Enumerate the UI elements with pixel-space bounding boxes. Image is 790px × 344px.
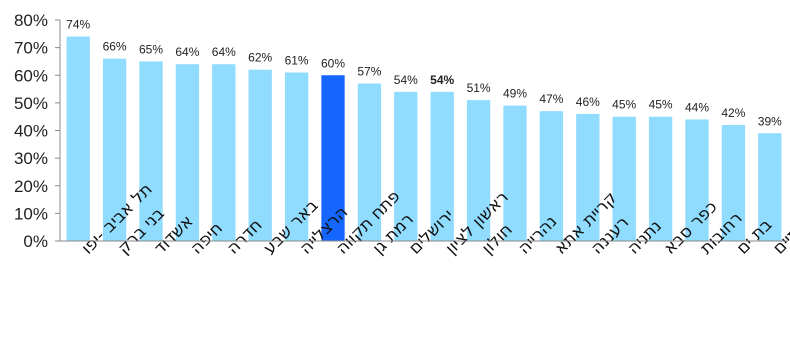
data-label: 60%: [321, 56, 345, 70]
bar: [321, 75, 345, 241]
bar: [648, 116, 673, 241]
y-tick-label: 50%: [14, 94, 48, 113]
bar: [212, 64, 236, 241]
data-label: 64%: [212, 45, 236, 59]
bar: [758, 133, 782, 241]
bar: [175, 64, 200, 241]
y-tick-label: 70%: [14, 39, 48, 58]
bar: [612, 116, 636, 241]
bar: [466, 100, 491, 241]
bar: [503, 105, 527, 241]
bar: [66, 36, 90, 242]
data-label: 42%: [721, 106, 745, 120]
bar: [357, 83, 382, 241]
data-label: 74%: [66, 18, 90, 32]
data-label: 61%: [285, 53, 309, 67]
y-tick-label: 80%: [14, 11, 48, 30]
bar: [685, 119, 709, 241]
y-tick-label: 10%: [14, 204, 48, 223]
data-label: 45%: [649, 98, 673, 112]
data-label: 51%: [467, 81, 491, 95]
bar: [284, 72, 309, 241]
data-labels-group: 74% 66% 65% 64% 64% 62% 61% 60% 57% 54% 54% 51% 49% 4…: [66, 18, 782, 129]
data-label: 62%: [248, 51, 272, 65]
y-tick-label: 30%: [14, 149, 48, 168]
data-label: 49%: [503, 87, 527, 101]
bar: [430, 91, 454, 241]
bar: [248, 69, 272, 241]
bars-group: [66, 36, 782, 242]
y-tick-label: 0%: [23, 232, 48, 251]
data-label: 47%: [539, 92, 563, 106]
bar: [139, 61, 163, 241]
data-label: 54%: [430, 73, 454, 87]
data-label: 46%: [576, 95, 600, 109]
data-label: 39%: [758, 114, 782, 128]
y-tick-label: 40%: [14, 122, 48, 141]
bar: [576, 113, 600, 241]
bar: [394, 91, 418, 241]
data-label: 57%: [357, 65, 381, 79]
y-tick-label: 60%: [14, 66, 48, 85]
bar: [539, 111, 564, 241]
bar: [102, 58, 127, 241]
y-tick-label: 20%: [14, 177, 48, 196]
bar: [721, 124, 746, 241]
data-label: 66%: [103, 40, 127, 54]
data-label: 45%: [612, 98, 636, 112]
data-label: 54%: [394, 73, 418, 87]
data-label: 65%: [139, 42, 163, 56]
data-label: 64%: [175, 45, 199, 59]
data-label: 44%: [685, 100, 709, 114]
y-axis: 0% 10% 20% 30% 40% 50% 60% 70% 80%: [14, 11, 60, 251]
